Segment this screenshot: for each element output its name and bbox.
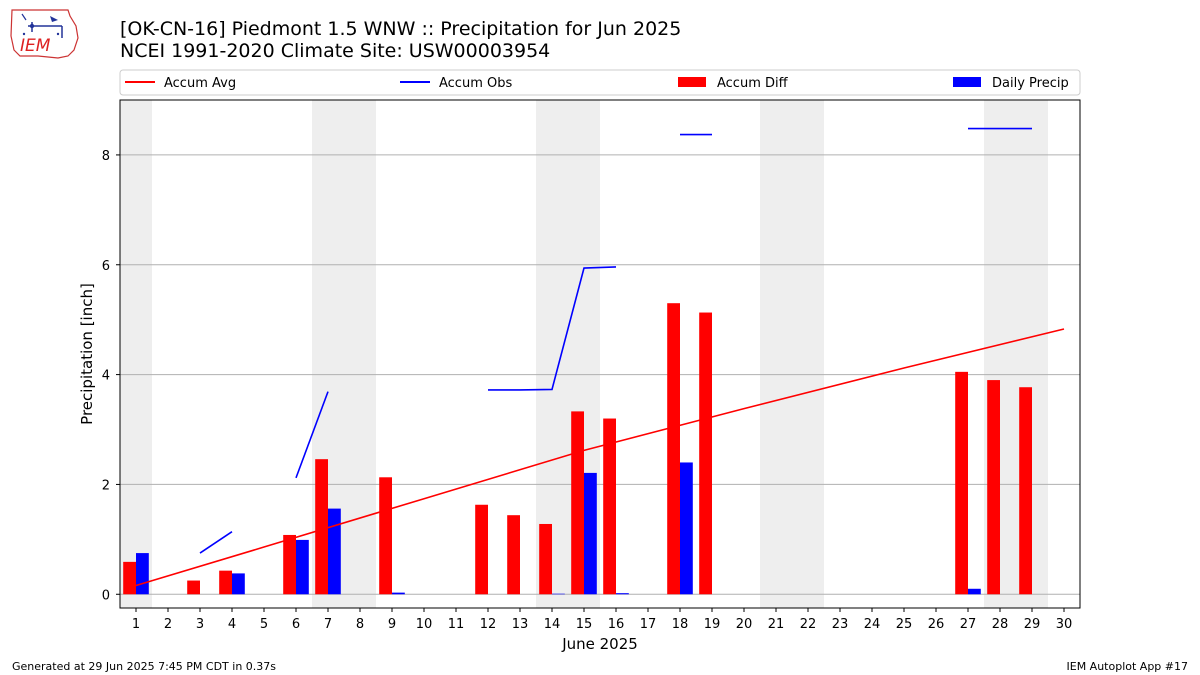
accum-diff-bar [219, 570, 232, 595]
accum-diff-bar [987, 380, 1000, 595]
y-axis-ticks: 0 2 4 6 8 [102, 149, 120, 603]
x-tick-label: 5 [260, 617, 268, 632]
x-tick-label: 19 [704, 617, 721, 632]
chart-subtitle: NCEI 1991-2020 Climate Site: USW00003954 [120, 40, 551, 62]
accum-diff-bar [187, 580, 200, 595]
accum-diff-bar [475, 504, 488, 595]
accum-obs-segment [199, 530, 233, 554]
x-tick-label: 25 [896, 617, 913, 632]
accum-diff-bars [123, 303, 1032, 595]
x-tick-label: 8 [356, 617, 364, 632]
legend-box [119, 69, 1081, 96]
accum-diff-bar [379, 477, 392, 595]
x-tick-label: 21 [768, 617, 785, 632]
footer-generated: Generated at 29 Jun 2025 7:45 PM CDT in … [12, 660, 277, 673]
x-tick-label: 18 [672, 617, 689, 632]
x-tick-label: 28 [992, 617, 1009, 632]
legend-bar-swatch [678, 77, 706, 87]
x-tick-label: 2 [164, 617, 172, 632]
accum-diff-bar [603, 418, 616, 595]
x-tick-label: 11 [448, 617, 465, 632]
x-tick-label: 12 [480, 617, 497, 632]
x-tick-label: 10 [416, 617, 433, 632]
legend-label: Accum Avg [164, 76, 236, 91]
x-tick-label: 30 [1056, 617, 1073, 632]
daily-precip-bar [616, 593, 629, 595]
x-tick-label: 17 [640, 617, 657, 632]
accum-diff-bar [1019, 387, 1032, 595]
x-tick-label: 14 [544, 617, 561, 632]
accum-obs-segment [295, 391, 329, 479]
x-axis-ticks: 1 2 3 4 5 6 7 8 9 10 11 12 13 14 15 16 17 18 19 20 21 22 23 24 2… [132, 608, 1072, 632]
accum-diff-bar [539, 523, 552, 595]
y-tick-label: 6 [102, 259, 110, 274]
x-tick-label: 4 [228, 617, 236, 632]
legend-label: Accum Obs [439, 76, 512, 91]
daily-precip-bar [328, 508, 341, 595]
legend-bar-swatch [953, 77, 981, 87]
accum-diff-bar [315, 459, 328, 595]
x-tick-label: 15 [576, 617, 593, 632]
logo-text: IEM [20, 36, 51, 56]
accum-diff-bar [123, 561, 136, 595]
y-tick-label: 0 [102, 588, 110, 603]
accum-diff-bar [283, 534, 296, 595]
y-axis-label: Precipitation [inch] [78, 283, 96, 425]
accum-diff-bar [667, 303, 680, 595]
grid-lines [120, 154, 1080, 595]
daily-precip-bar [584, 472, 597, 595]
x-tick-label: 7 [324, 617, 332, 632]
iem-logo: IEM [8, 6, 80, 60]
accum-diff-bar [571, 411, 584, 595]
weekend-band [120, 100, 152, 608]
accum-diff-bar [955, 371, 968, 595]
daily-precip-bar [392, 592, 405, 595]
x-tick-label: 13 [512, 617, 529, 632]
legend-label: Accum Diff [717, 76, 789, 91]
x-tick-label: 26 [928, 617, 945, 632]
x-tick-label: 20 [736, 617, 753, 632]
legend-label: Daily Precip [992, 76, 1069, 91]
x-tick-label: 22 [800, 617, 817, 632]
footer-app: IEM Autoplot App #17 [1066, 660, 1189, 673]
x-tick-label: 27 [960, 617, 977, 632]
accum-avg-series [135, 328, 1065, 587]
accum-diff-bar [699, 312, 712, 595]
x-tick-label: 24 [864, 617, 881, 632]
y-tick-label: 4 [102, 369, 110, 384]
daily-precip-bar [136, 553, 149, 595]
daily-precip-bar [680, 462, 693, 595]
legend: Accum Avg Accum Obs Accum Diff Daily Precip [119, 69, 1081, 96]
accum-diff-bar [507, 515, 520, 595]
x-axis-label: June 2025 [561, 635, 638, 653]
chart-title: [OK-CN-16] Piedmont 1.5 WNW :: Precipita… [120, 18, 682, 40]
x-tick-label: 9 [388, 617, 396, 632]
accum-obs-lines [199, 127, 1032, 554]
x-tick-label: 16 [608, 617, 625, 632]
x-tick-label: 23 [832, 617, 849, 632]
y-tick-label: 8 [102, 149, 110, 164]
weekend-band [760, 100, 824, 608]
daily-precip-bar [232, 573, 245, 595]
daily-precip-bar [296, 539, 309, 595]
x-tick-label: 6 [292, 617, 300, 632]
x-tick-label: 3 [196, 617, 204, 632]
y-tick-label: 2 [102, 478, 110, 493]
x-tick-label: 1 [132, 617, 140, 632]
accum-obs-segment [488, 266, 617, 391]
daily-precip-bar [968, 588, 981, 595]
accum-avg-line [135, 328, 1065, 587]
daily-precip-bar [552, 593, 565, 595]
x-tick-label: 29 [1024, 617, 1041, 632]
plot-frame [119, 99, 1081, 609]
